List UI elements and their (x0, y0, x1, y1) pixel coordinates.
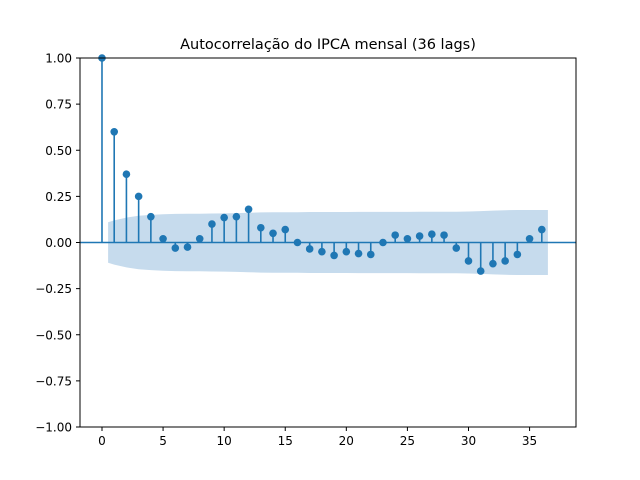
stem-marker (501, 257, 509, 265)
x-tick-label: 5 (159, 434, 167, 448)
stem-lag-5 (159, 235, 167, 243)
stem-lag-14 (269, 229, 277, 243)
stem-marker (476, 267, 485, 275)
stem-marker (220, 213, 228, 222)
stem-marker (281, 225, 290, 234)
stem-lag-31 (476, 242, 485, 275)
stem-lag-12 (244, 205, 253, 243)
stem-layer (98, 54, 546, 275)
stem-marker (403, 235, 412, 243)
stem-lag-13 (257, 223, 265, 243)
stem-lag-21 (354, 242, 363, 258)
chart-title: Autocorrelação do IPCA mensal (36 lags) (180, 37, 476, 53)
x-tick-label: 25 (400, 434, 415, 448)
stem-marker (122, 170, 131, 179)
stem-marker (366, 250, 375, 259)
stem-lag-29 (452, 242, 461, 252)
stem-lag-28 (440, 231, 448, 243)
stem-lag-7 (183, 242, 192, 251)
stem-lag-18 (318, 242, 326, 256)
stem-lag-30 (464, 242, 473, 265)
stem-marker (147, 212, 155, 221)
stem-lag-20 (342, 242, 351, 256)
stem-lag-32 (489, 242, 497, 268)
stem-marker (232, 212, 241, 221)
stem-marker (195, 235, 204, 243)
stem-lag-23 (379, 238, 387, 247)
stem-marker (269, 229, 277, 238)
y-axis-ticks: −1.00 −0.75 −0.50 −0.25 0.00 0.25 0.50 0.75 1.00 (35, 52, 80, 435)
stem-lag-19 (330, 242, 338, 260)
stem-lag-16 (293, 238, 302, 247)
stem-marker (330, 251, 338, 260)
x-tick-label: 0 (98, 434, 106, 448)
x-axis-ticks: 0 5 10 15 20 25 30 35 (98, 427, 537, 448)
stem-marker (379, 238, 387, 247)
y-tick-label: 0.75 (45, 98, 72, 112)
stem-lag-25 (403, 235, 412, 243)
stem-marker (525, 235, 534, 243)
stem-marker (428, 230, 436, 238)
y-tick-label: −0.25 (35, 282, 72, 296)
y-tick-label: 0.25 (45, 190, 72, 204)
stem-lag-17 (305, 242, 314, 253)
stem-marker (318, 247, 326, 256)
stem-marker (464, 257, 473, 265)
stem-lag-26 (415, 232, 424, 243)
stem-lag-33 (501, 242, 509, 265)
stem-marker (513, 250, 522, 259)
stem-marker (134, 192, 143, 201)
stem-lag-8 (195, 235, 204, 243)
stem-marker (354, 249, 363, 258)
x-tick-label: 15 (278, 434, 293, 448)
stem-marker (489, 259, 497, 268)
stem-lag-4 (147, 212, 155, 243)
stem-marker (257, 223, 265, 232)
y-tick-label: 0.50 (45, 144, 72, 158)
stem-marker (305, 245, 314, 253)
stem-lag-1 (110, 128, 119, 243)
stem-marker (391, 231, 399, 239)
stem-marker (452, 244, 461, 252)
stem-marker (293, 238, 302, 247)
stem-lag-6 (171, 242, 180, 252)
stem-marker (244, 205, 253, 214)
stem-lag-9 (208, 220, 216, 243)
y-tick-label: −1.00 (35, 421, 72, 435)
stem-marker (159, 235, 167, 243)
stem-lag-27 (428, 230, 436, 243)
stem-lag-35 (525, 235, 534, 243)
x-tick-label: 20 (339, 434, 354, 448)
x-tick-label: 30 (461, 434, 476, 448)
stem-lag-22 (366, 242, 375, 259)
stem-lag-15 (281, 225, 290, 243)
stem-marker (208, 220, 216, 228)
stem-marker (171, 244, 180, 252)
stem-marker (440, 231, 448, 239)
stem-lag-36 (537, 225, 546, 243)
stem-marker (537, 225, 546, 234)
stem-lag-11 (232, 212, 241, 243)
y-tick-label: −0.50 (35, 328, 72, 342)
stem-marker (415, 232, 424, 240)
x-tick-label: 10 (217, 434, 232, 448)
stem-marker (342, 247, 351, 256)
stem-lag-34 (513, 242, 522, 259)
y-tick-label: 1.00 (45, 52, 72, 66)
stem-lag-2 (122, 170, 131, 243)
y-tick-label: −0.75 (35, 374, 72, 388)
stem-lag-0 (98, 54, 106, 243)
y-tick-label: 0.00 (45, 236, 72, 250)
stem-marker (110, 128, 119, 136)
stem-lag-3 (134, 192, 143, 243)
stem-lag-10 (220, 213, 228, 243)
x-tick-label: 35 (522, 434, 537, 448)
stem-lag-24 (391, 231, 399, 243)
stem-marker (183, 243, 192, 251)
